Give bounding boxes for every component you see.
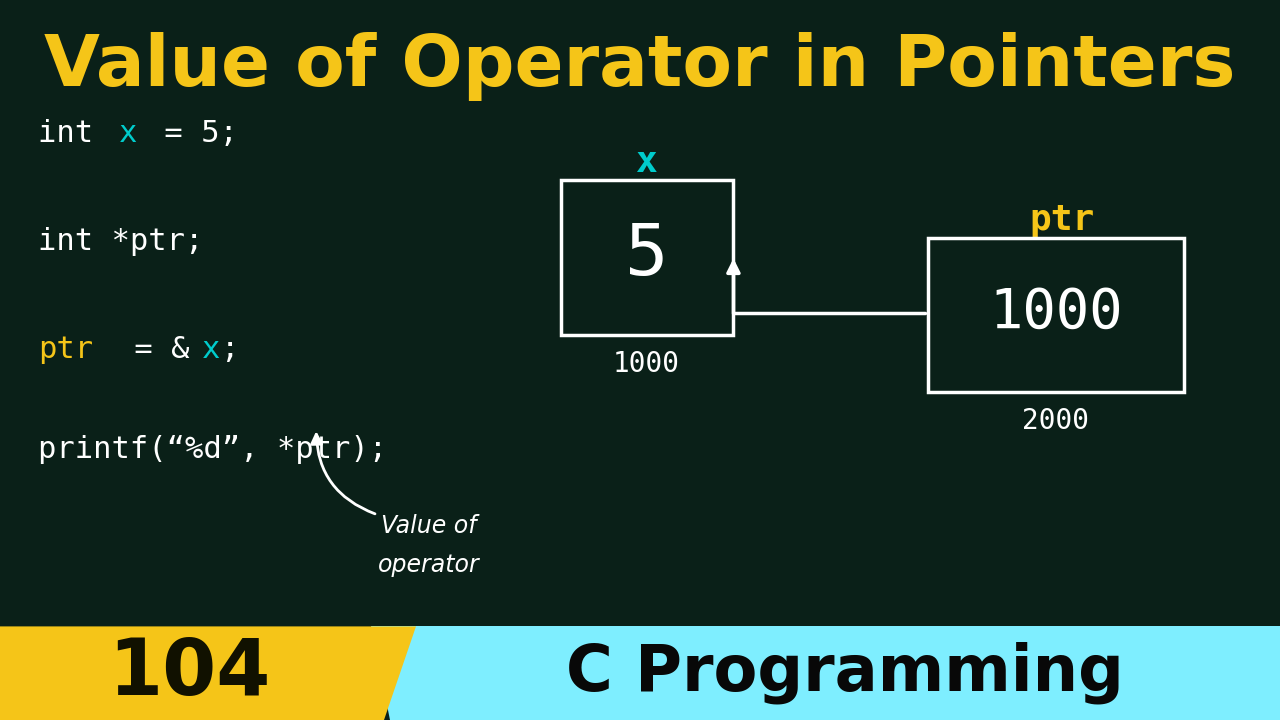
Text: C Programming: C Programming <box>566 642 1124 704</box>
Polygon shape <box>371 626 1280 720</box>
Polygon shape <box>0 626 416 720</box>
FancyBboxPatch shape <box>561 180 733 335</box>
Text: int *ptr;: int *ptr; <box>38 227 204 256</box>
Text: Value of Operator in Pointers: Value of Operator in Pointers <box>45 32 1235 102</box>
Text: ptr: ptr <box>1030 202 1094 237</box>
Text: 104: 104 <box>109 635 270 711</box>
Text: x: x <box>202 335 220 364</box>
Text: 1000: 1000 <box>989 287 1123 341</box>
Text: x: x <box>119 119 137 148</box>
Text: ;: ; <box>220 335 238 364</box>
Text: = &: = & <box>116 335 189 364</box>
Text: printf(“%d”, *ptr);: printf(“%d”, *ptr); <box>38 436 388 464</box>
Text: operator: operator <box>378 553 480 577</box>
Text: int: int <box>38 119 111 148</box>
FancyBboxPatch shape <box>928 238 1184 392</box>
Text: = 5;: = 5; <box>146 119 238 148</box>
Text: ptr: ptr <box>38 335 93 364</box>
Text: 2000: 2000 <box>1023 408 1089 435</box>
Text: x: x <box>636 145 657 179</box>
Text: 5: 5 <box>625 221 668 290</box>
Text: 1000: 1000 <box>613 350 680 377</box>
Text: Value of: Value of <box>381 513 476 538</box>
